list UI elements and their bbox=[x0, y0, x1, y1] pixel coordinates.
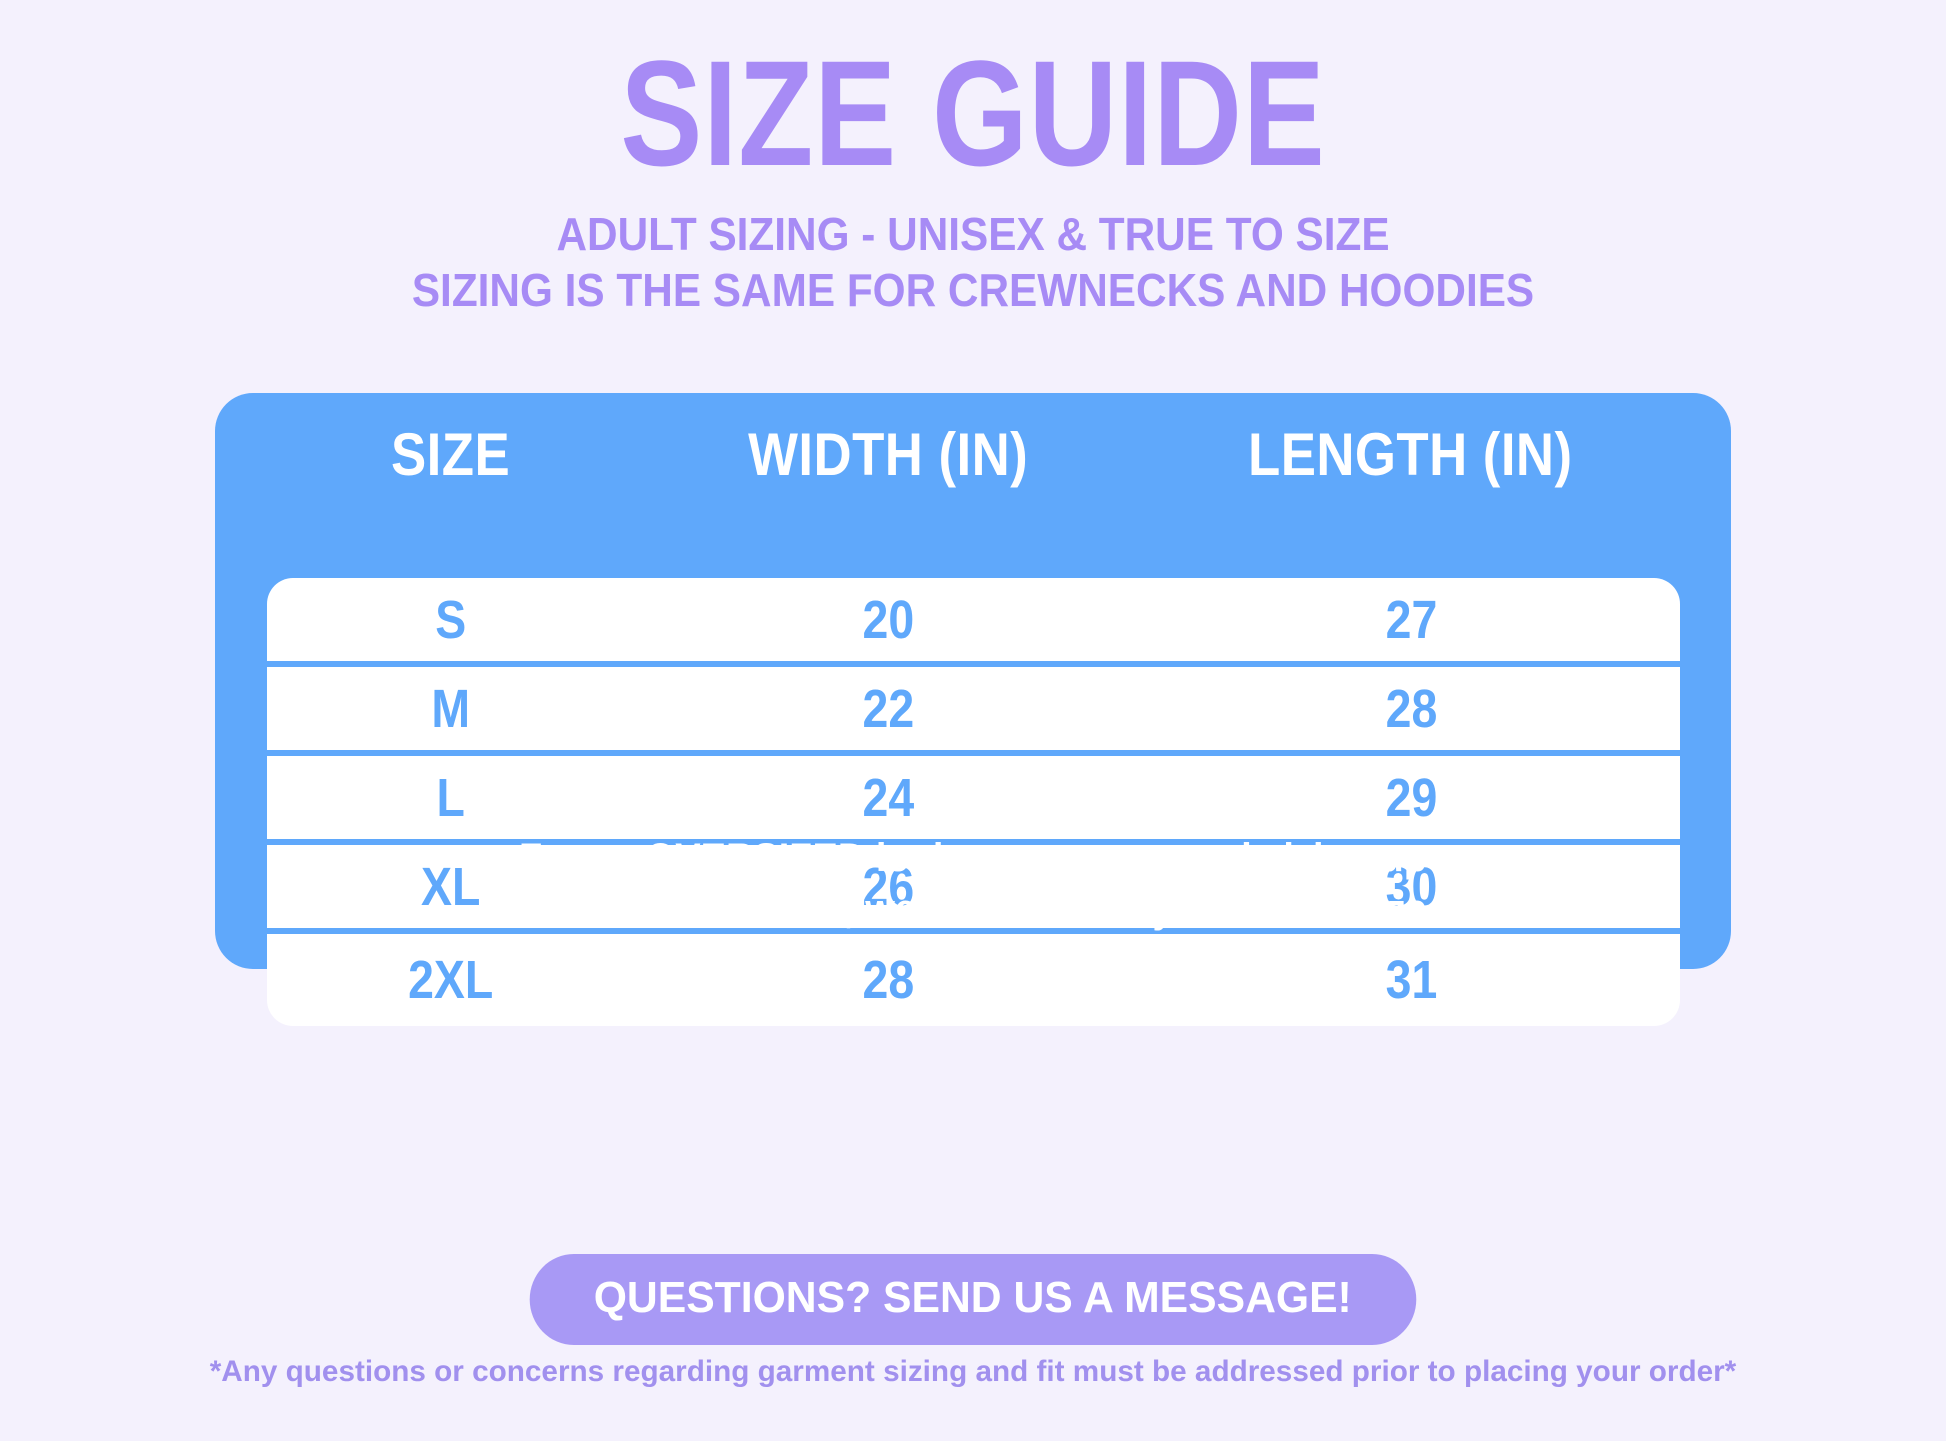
column-header-width: WIDTH (IN) bbox=[748, 421, 1029, 488]
column-header-length: LENGTH (IN) bbox=[1248, 421, 1573, 488]
cell-size: 2XL bbox=[408, 950, 494, 1010]
size-table-header-row: SIZE WIDTH (IN) LENGTH (IN) bbox=[215, 393, 1731, 489]
cell-width: 20 bbox=[862, 589, 915, 650]
fit-note-line-1: For an OVERSIZED look, we recommend sizi… bbox=[519, 836, 1427, 880]
cell-length: 30 bbox=[1385, 856, 1438, 917]
cell-size: M bbox=[431, 678, 471, 739]
cell-width: 26 bbox=[862, 856, 915, 917]
cell-length: 29 bbox=[1385, 767, 1438, 828]
cell-length: 27 bbox=[1385, 589, 1438, 650]
table-row: S 20 27 bbox=[267, 578, 1680, 667]
size-table-body: S 20 27 M 22 28 L 24 29 XL 26 30 2XL bbox=[267, 578, 1680, 1026]
cell-width: 24 bbox=[862, 767, 915, 828]
column-header-size: SIZE bbox=[390, 421, 511, 488]
table-row: 2XL 28 31 bbox=[267, 934, 1680, 1026]
subtitle-block: ADULT SIZING - UNISEX & TRUE TO SIZE SIZ… bbox=[78, 206, 1868, 318]
table-row: XL 26 30 bbox=[267, 845, 1680, 934]
subtitle-line-1: ADULT SIZING - UNISEX & TRUE TO SIZE bbox=[556, 208, 1390, 260]
cell-width: 22 bbox=[862, 678, 915, 739]
send-message-button[interactable]: QUESTIONS? SEND US A MESSAGE! bbox=[529, 1254, 1417, 1345]
cell-length: 28 bbox=[1385, 678, 1438, 739]
footnote-disclaimer: *Any questions or concerns regarding gar… bbox=[209, 1355, 1737, 1388]
fit-recommendation: For an OVERSIZED look, we recommend sizi… bbox=[215, 833, 1731, 935]
page-title: SIZE GUIDE bbox=[620, 29, 1326, 197]
cta-container: QUESTIONS? SEND US A MESSAGE! bbox=[0, 1254, 1946, 1345]
cell-width: 28 bbox=[862, 950, 915, 1010]
cell-size: S bbox=[435, 589, 467, 650]
cell-length: 31 bbox=[1385, 950, 1438, 1010]
cell-size: L bbox=[436, 767, 465, 828]
cell-size: XL bbox=[421, 856, 481, 917]
table-row: L 24 29 bbox=[267, 756, 1680, 845]
subtitle-line-2: SIZING IS THE SAME FOR CREWNECKS AND HOO… bbox=[411, 264, 1535, 317]
size-table-card: SIZE WIDTH (IN) LENGTH (IN) S 20 27 M 22… bbox=[215, 393, 1731, 1026]
fit-note-line-2: For a FITTED look, we recommend your usu… bbox=[519, 887, 1427, 932]
header: SIZE GUIDE ADULT SIZING - UNISEX & TRUE … bbox=[0, 0, 1946, 318]
table-row: M 22 28 bbox=[267, 667, 1680, 756]
